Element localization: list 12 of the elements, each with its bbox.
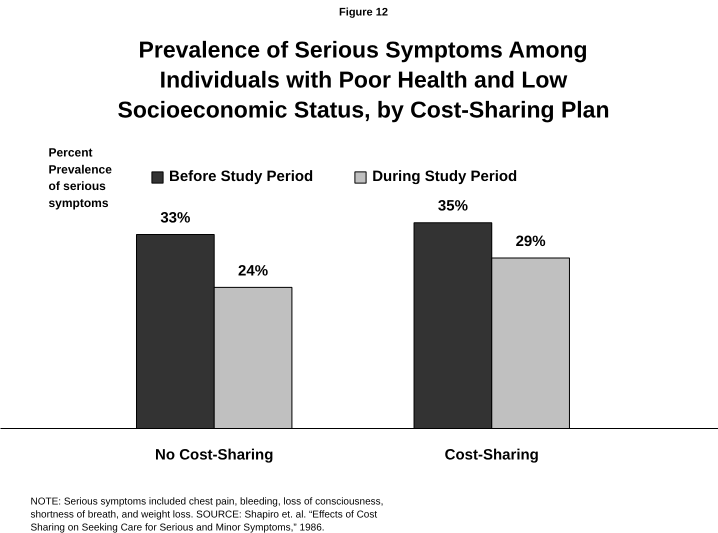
- chart-subtitle: Figure 12: [339, 6, 388, 18]
- y-axis-title: Percent Prevalence of serious symptoms: [48, 146, 112, 210]
- text: NOTE: Serious symptoms included chest pain, bleeding, loss of consciousness, shortness of breath, and weight loss. SOURCE: Shapiro et. al. “Effects of Cost Sharing on Seeking Care for Serious and Minor Symptoms,” 1986.: [30, 496, 384, 533]
- data-label: 29%: [516, 233, 546, 250]
- data-label: 24%: [238, 262, 268, 280]
- chart-title: Prevalence of Serious Symptoms Among Individuals with Poor Health and Low Socioeconomic Status, by Cost-Sharing Plan: [117, 36, 610, 122]
- legend-label: Before Study Period: [169, 168, 314, 185]
- legend-label: During Study Period: [372, 168, 518, 185]
- data-label: 33%: [160, 209, 190, 226]
- data-label: 35%: [438, 198, 468, 215]
- x-tick-label: No Cost-Sharing: [155, 446, 274, 464]
- x-tick-label: Cost-Sharing: [444, 446, 539, 464]
